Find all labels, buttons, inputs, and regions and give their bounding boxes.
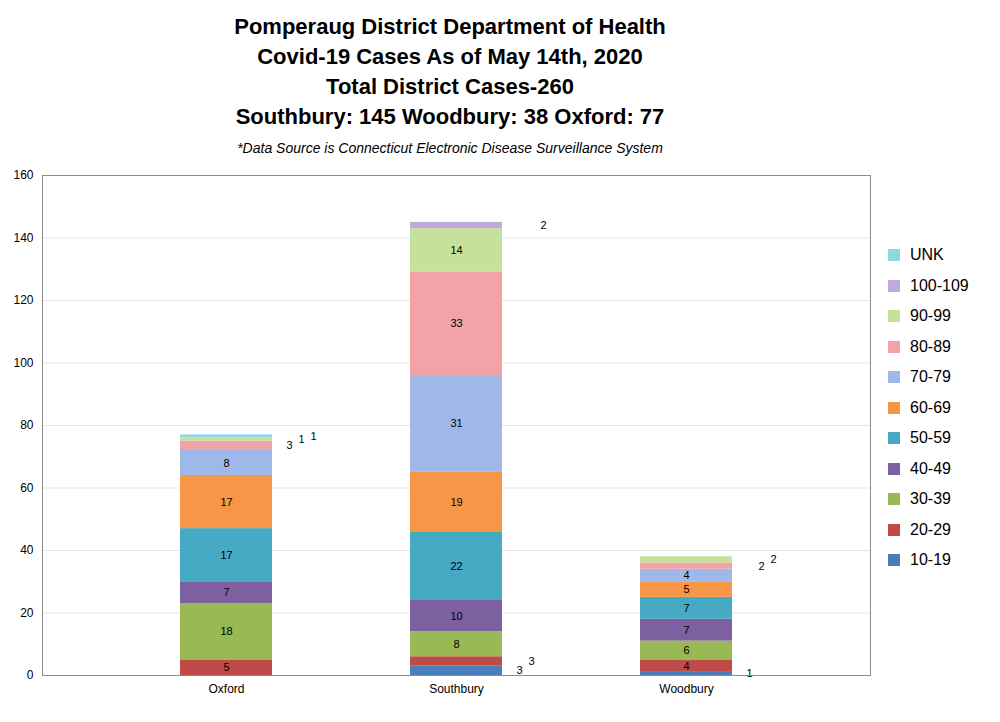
html-text:10-19: 10-19 [910,551,951,569]
svg-text:19: 19 [450,496,462,508]
svg-text:2: 2 [541,219,547,231]
svg-text:1: 1 [747,667,753,679]
svg-text:4: 4 [683,569,689,581]
svg-text:17: 17 [220,549,232,561]
svg-text:7: 7 [223,586,229,598]
svg-text:2: 2 [771,553,777,565]
html-text:100-109: 100-109 [910,276,969,294]
html-text:*Data Source is Connecticut El: *Data Source is Connecticut Electronic D… [237,140,663,156]
svg-text:14: 14 [450,244,462,256]
svg-text:8: 8 [453,638,459,650]
svg-text:1: 1 [311,430,317,442]
svg-text:20: 20 [20,606,34,620]
svg-text:33: 33 [450,317,462,329]
svg-text:0: 0 [27,668,34,682]
svg-text:1: 1 [299,433,305,445]
html-text:Pomperaug District Department: Pomperaug District Department of Health [234,14,666,39]
html-text:Southbury: 145 Woodbury: 38 Ox: Southbury: 145 Woodbury: 38 Oxford: 77 [235,104,665,129]
svg-text:120: 120 [13,293,33,307]
svg-text:Woodbury: Woodbury [659,682,713,696]
svg-text:140: 140 [13,231,33,245]
svg-text:40: 40 [20,543,34,557]
svg-text:Southbury: Southbury [429,682,484,696]
html-text:Total District Cases-260: Total District Cases-260 [326,74,574,99]
svg-text:4: 4 [683,660,689,672]
svg-text:3: 3 [517,664,523,676]
svg-text:100: 100 [13,356,33,370]
html-text:40-49: 40-49 [910,459,951,477]
svg-text:80: 80 [20,418,34,432]
svg-text:2: 2 [759,560,765,572]
svg-text:31: 31 [450,417,462,429]
html-text:UNK: UNK [910,246,944,264]
svg-text:60: 60 [20,481,34,495]
svg-text:5: 5 [223,661,229,673]
html-text:Covid-19 Cases As of May 14th,: Covid-19 Cases As of May 14th, 2020 [257,44,643,69]
html-text:80-89: 80-89 [910,337,951,355]
html-text:20-29: 20-29 [910,520,951,538]
html-text:60-69: 60-69 [910,398,951,416]
svg-text:3: 3 [287,439,293,451]
svg-text:22: 22 [450,560,462,572]
svg-text:5: 5 [683,583,689,595]
svg-text:7: 7 [683,602,689,614]
html-text:50-59: 50-59 [910,429,951,447]
svg-text:3: 3 [529,655,535,667]
svg-text:18: 18 [220,625,232,637]
svg-text:6: 6 [683,644,689,656]
svg-text:8: 8 [223,457,229,469]
svg-text:160: 160 [13,168,33,182]
svg-text:10: 10 [450,610,462,622]
svg-text:7: 7 [683,624,689,636]
svg-text:17: 17 [220,496,232,508]
html-text:70-79: 70-79 [910,368,951,386]
html-text:90-99: 90-99 [910,307,951,325]
html-text:30-39: 30-39 [910,490,951,508]
svg-text:Oxford: Oxford [208,682,244,696]
